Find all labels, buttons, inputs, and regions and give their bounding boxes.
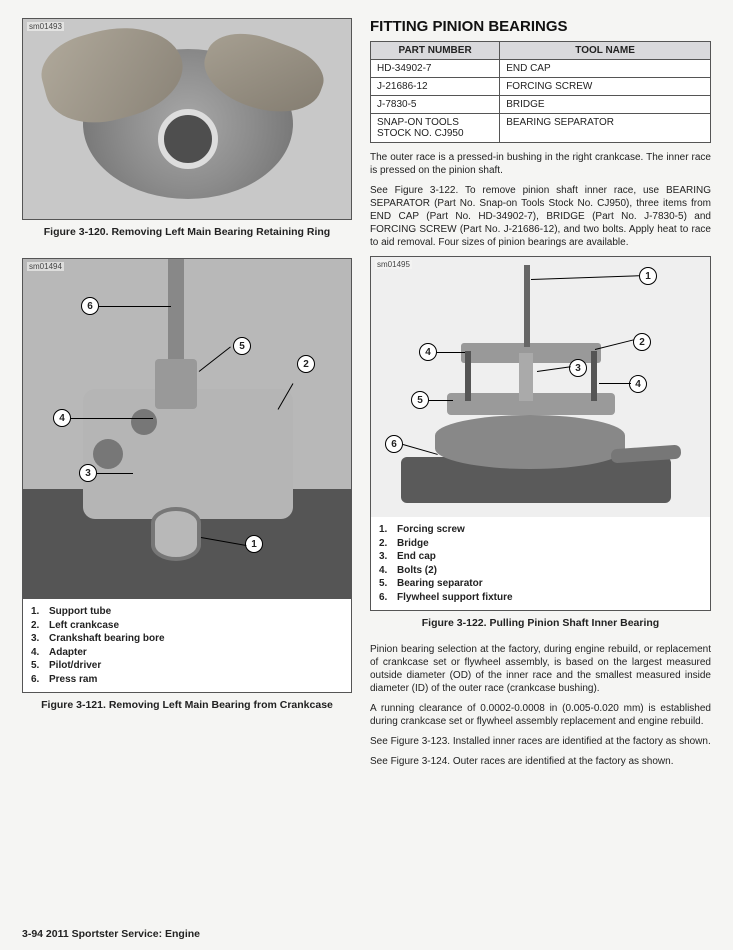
- figure-120-caption: Figure 3-120. Removing Left Main Bearing…: [22, 226, 352, 238]
- callout-2: 2: [633, 333, 651, 351]
- right-column: FITTING PINION BEARINGS PART NUMBER TOOL…: [370, 18, 711, 775]
- figure-121-box: sm01494 6 5 2 4 3 1: [22, 258, 352, 693]
- callout-4a: 4: [419, 343, 437, 361]
- figure-121-caption: Figure 3-121. Removing Left Main Bearing…: [22, 699, 352, 711]
- callout-3: 3: [79, 464, 97, 482]
- para-6: See Figure 3-124. Outer races are identi…: [370, 755, 711, 768]
- callout-2: 2: [297, 355, 315, 373]
- callout-1: 1: [639, 267, 657, 285]
- page-layout: sm01493 Figure 3-120. Removing Left Main…: [22, 18, 711, 775]
- figure-122-caption: Figure 3-122. Pulling Pinion Shaft Inner…: [370, 617, 711, 629]
- para-2: See Figure 3-122. To remove pinion shaft…: [370, 184, 711, 249]
- figure-120-id: sm01493: [27, 22, 64, 31]
- section-title: FITTING PINION BEARINGS: [370, 18, 711, 35]
- table-row: HD-34902-7END CAP: [371, 60, 711, 78]
- callout-1: 1: [245, 535, 263, 553]
- figure-122-photo: sm01495 1 2 3 4 4: [371, 257, 710, 517]
- figure-121-legend: 1.Support tube 2.Left crankcase 3.Cranks…: [23, 599, 351, 692]
- figure-120-box: sm01493: [22, 18, 352, 220]
- figure-122-legend: 1.Forcing screw 2.Bridge 3.End cap 4.Bol…: [371, 517, 710, 610]
- th-tool: TOOL NAME: [500, 42, 711, 60]
- table-row: SNAP-ON TOOLS STOCK NO. CJ950BEARING SEP…: [371, 114, 711, 143]
- figure-120-photo: sm01493: [23, 19, 351, 219]
- figure-122-box: sm01495 1 2 3 4 4: [370, 256, 711, 611]
- figure-122-id: sm01495: [375, 260, 412, 269]
- table-row: J-7830-5BRIDGE: [371, 96, 711, 114]
- th-part: PART NUMBER: [371, 42, 500, 60]
- callout-3: 3: [569, 359, 587, 377]
- callout-5: 5: [233, 337, 251, 355]
- figure-121-id: sm01494: [27, 262, 64, 271]
- para-4: A running clearance of 0.0002-0.0008 in …: [370, 702, 711, 728]
- para-5: See Figure 3-123. Installed inner races …: [370, 735, 711, 748]
- callout-4: 4: [53, 409, 71, 427]
- callout-5: 5: [411, 391, 429, 409]
- para-3: Pinion bearing selection at the factory,…: [370, 643, 711, 695]
- callout-6: 6: [385, 435, 403, 453]
- callout-6: 6: [81, 297, 99, 315]
- callout-4b: 4: [629, 375, 647, 393]
- table-row: J-21686-12FORCING SCREW: [371, 78, 711, 96]
- left-column: sm01493 Figure 3-120. Removing Left Main…: [22, 18, 352, 775]
- page-footer: 3-94 2011 Sportster Service: Engine: [22, 928, 200, 940]
- figure-121-photo: sm01494 6 5 2 4 3 1: [23, 259, 351, 599]
- para-1: The outer race is a pressed-in bushing i…: [370, 151, 711, 177]
- tool-table: PART NUMBER TOOL NAME HD-34902-7END CAP …: [370, 41, 711, 143]
